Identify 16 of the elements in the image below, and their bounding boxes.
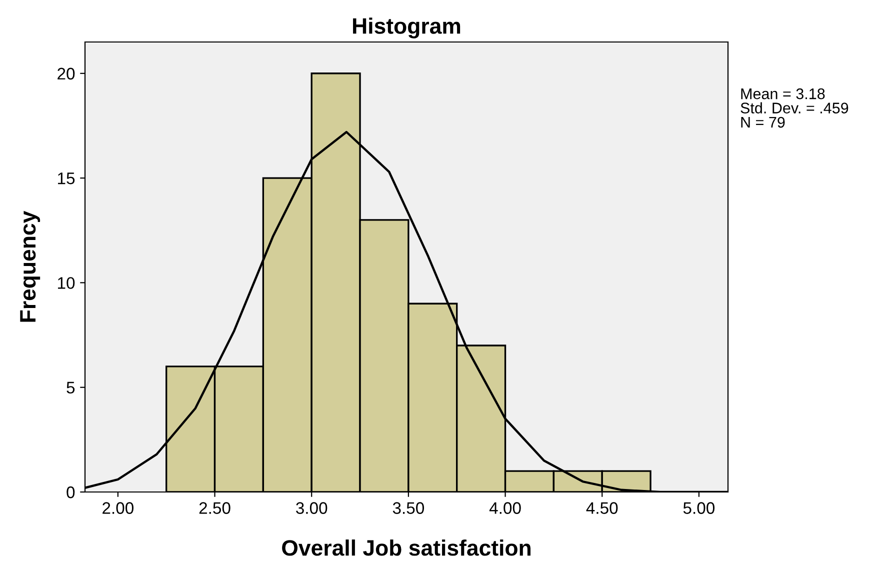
y-tick-label: 20 xyxy=(58,68,75,80)
x-tick-label: 2.50 xyxy=(199,502,230,514)
y-tick-label: 0 xyxy=(66,486,75,498)
x-tick-label: 4.00 xyxy=(489,502,521,514)
text: Mean = 3.18 Std. Dev. = .459 N = 79 xyxy=(740,88,848,128)
y-tick-label: 10 xyxy=(58,277,75,289)
x-axis-title: Overall Job satisfaction xyxy=(282,539,530,556)
chart-title: Histogram xyxy=(353,18,460,38)
x-tick-label: 3.00 xyxy=(296,502,328,514)
x-tick-label: 5.00 xyxy=(683,502,715,514)
y-axis-title: Frequency xyxy=(20,210,40,322)
y-tick-label: 15 xyxy=(58,172,75,184)
x-tick-label: 3.50 xyxy=(392,502,424,514)
y-tick-label: 5 xyxy=(66,382,75,394)
x-tick-label: 4.50 xyxy=(586,502,618,514)
x-tick-label: 2.00 xyxy=(102,502,134,514)
